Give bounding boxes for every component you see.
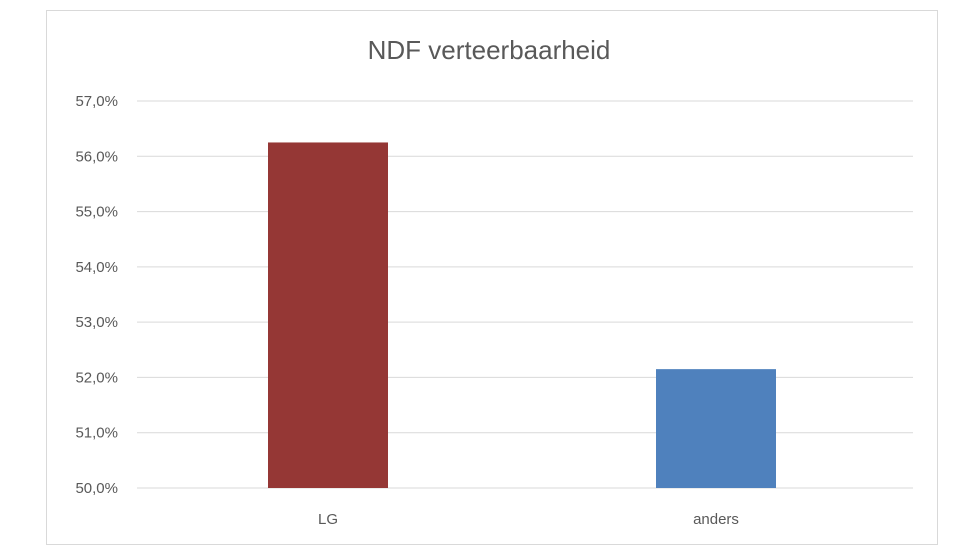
x-tick-label: anders — [693, 511, 739, 528]
bar-anders — [656, 369, 776, 488]
y-tick-label: 54,0% — [75, 259, 118, 276]
y-axis-tick-labels: 50,0% 51,0% 52,0% 53,0% 54,0% 55,0% 56,0% 57,0% — [75, 93, 118, 497]
chart-frame — [46, 10, 938, 545]
y-tick-label: 50,0% — [75, 480, 118, 497]
x-tick-label: LG — [318, 511, 338, 528]
bar-lg — [268, 142, 388, 488]
y-tick-label: 56,0% — [75, 148, 118, 165]
y-tick-label: 51,0% — [75, 425, 118, 442]
bars — [268, 142, 776, 488]
y-tick-label: 55,0% — [75, 204, 118, 221]
gridlines — [137, 100, 913, 489]
y-tick-label: 52,0% — [75, 369, 118, 386]
y-tick-label: 53,0% — [75, 314, 118, 331]
x-axis-tick-labels: LG anders — [318, 511, 739, 528]
y-tick-label: 57,0% — [75, 93, 118, 110]
chart-title: NDF verteerbaarheid — [367, 35, 611, 65]
